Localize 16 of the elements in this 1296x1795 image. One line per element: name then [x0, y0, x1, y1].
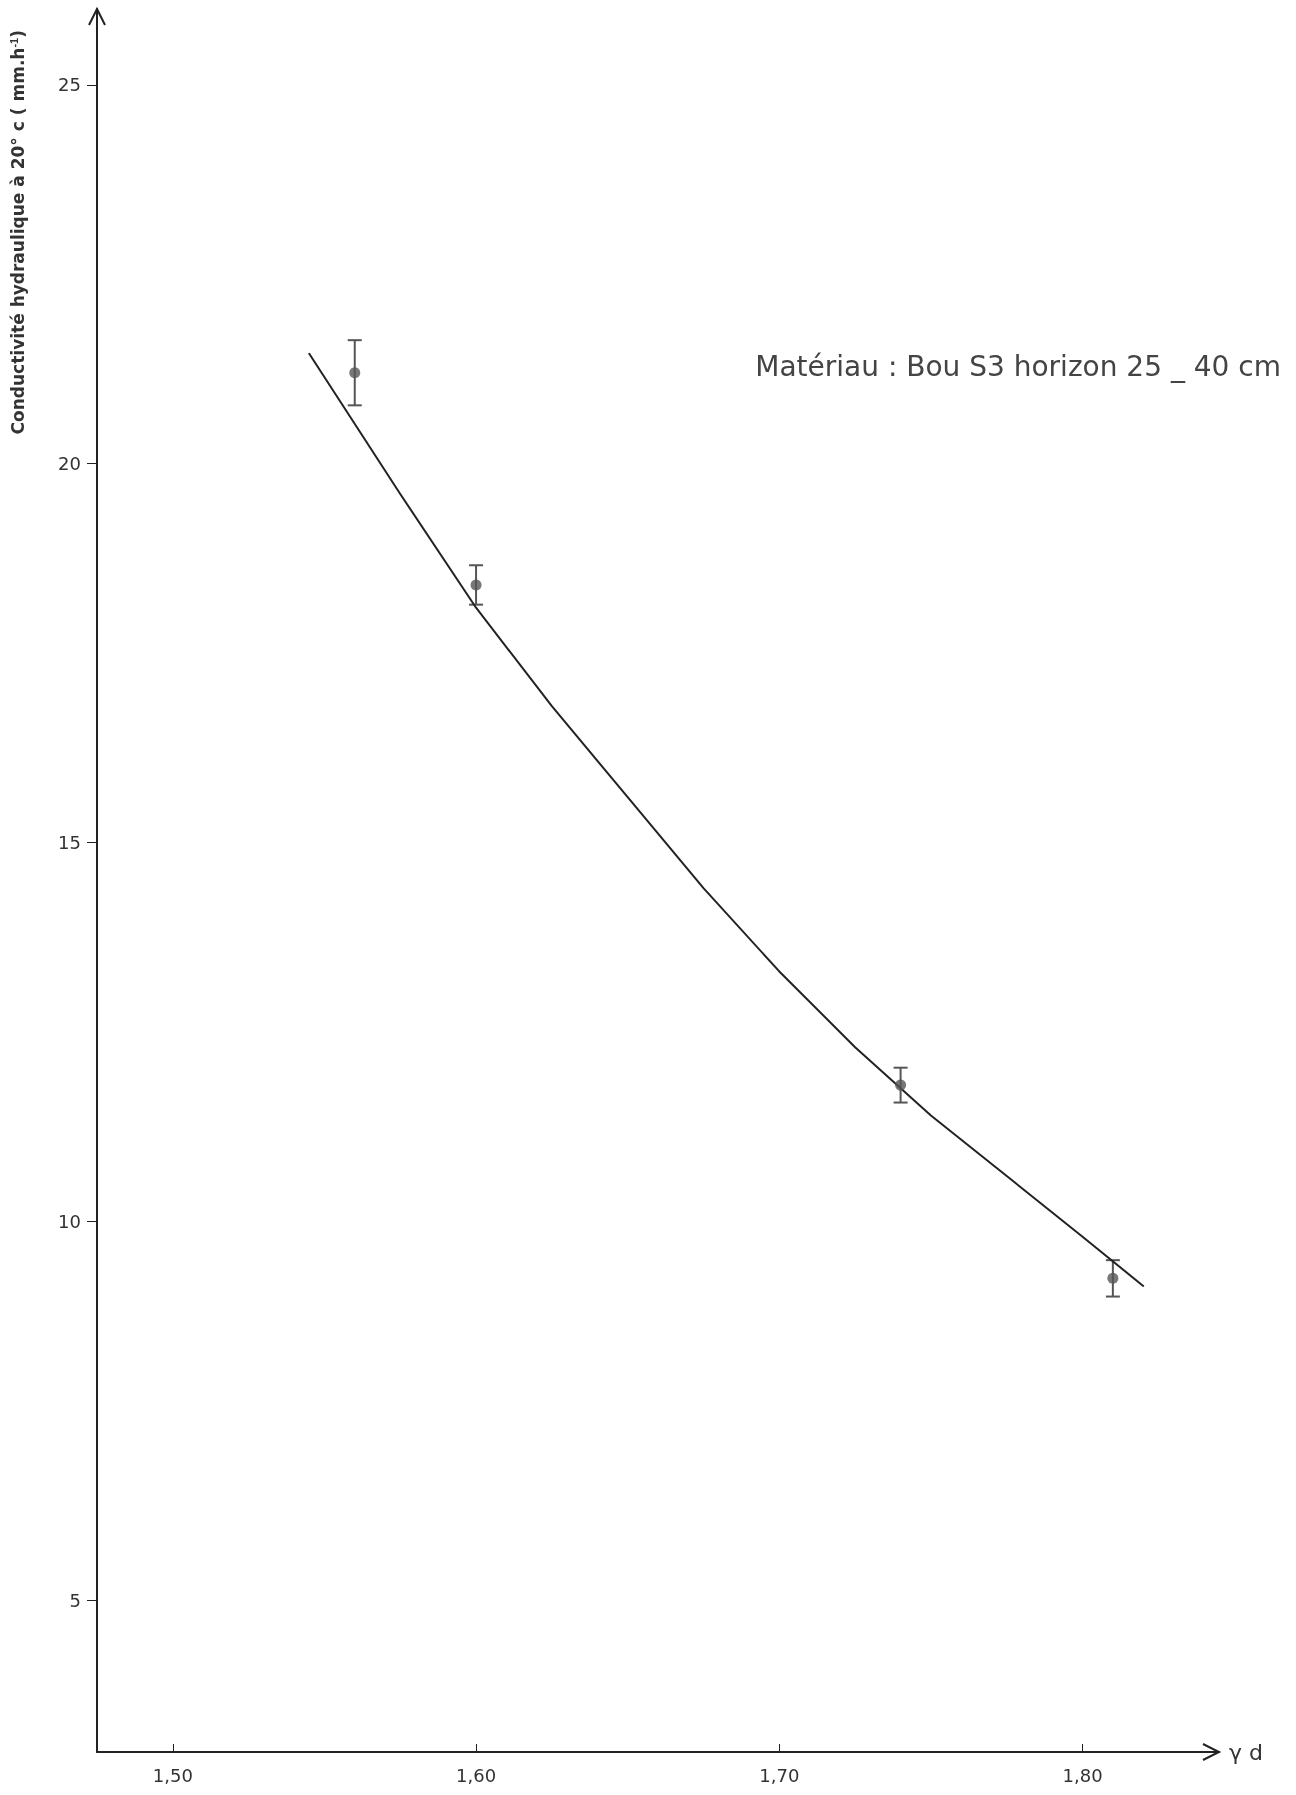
x-tick-label: 1,80	[1062, 1764, 1103, 1786]
x-tick-label: 1,70	[759, 1764, 800, 1786]
y-tick-label: 5	[69, 1589, 81, 1611]
point	[1107, 1272, 1119, 1284]
x-axis-title: γ d	[1229, 1739, 1263, 1765]
point	[895, 1079, 907, 1091]
y-axis-title: Conductivité hydraulique à 20° c ( mm.h-1)	[7, 29, 28, 435]
y-tick-label: 20	[58, 453, 81, 475]
annotation: Matériau : Bou S3 horizon 25 _ 40 cm	[755, 349, 1282, 383]
y-tick-label: 25	[58, 74, 81, 96]
y-tick-label: 10	[58, 1211, 81, 1233]
point	[349, 367, 361, 379]
x-tick-label: 1,60	[456, 1764, 497, 1786]
x-tick-label: 1,50	[152, 1764, 193, 1786]
y-tick-label: 15	[58, 832, 81, 854]
point	[470, 579, 482, 591]
